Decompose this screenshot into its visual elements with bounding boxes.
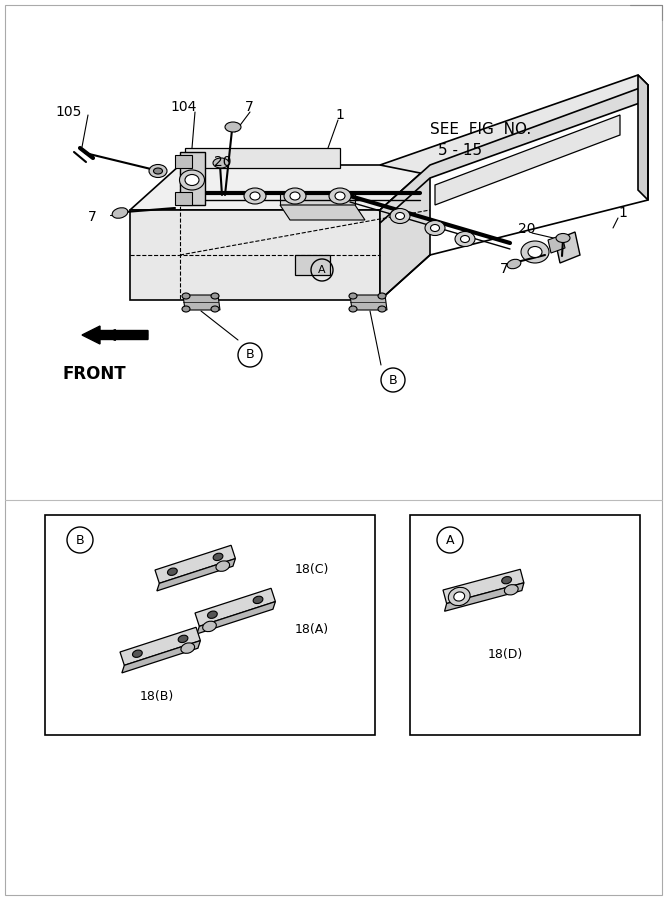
Polygon shape — [180, 152, 205, 205]
Ellipse shape — [211, 293, 219, 299]
Ellipse shape — [502, 577, 512, 584]
Text: 1: 1 — [335, 108, 344, 122]
Polygon shape — [380, 165, 430, 300]
Ellipse shape — [213, 158, 229, 168]
Ellipse shape — [153, 168, 163, 174]
Ellipse shape — [378, 306, 386, 312]
Ellipse shape — [211, 306, 219, 312]
Text: 104: 104 — [170, 100, 196, 114]
Ellipse shape — [149, 165, 167, 177]
Text: 20: 20 — [518, 222, 536, 236]
Ellipse shape — [207, 611, 217, 618]
Ellipse shape — [504, 585, 518, 595]
Polygon shape — [280, 192, 355, 205]
Ellipse shape — [253, 596, 263, 604]
Text: 7: 7 — [500, 262, 509, 276]
Text: 105: 105 — [55, 105, 81, 119]
Polygon shape — [120, 627, 200, 665]
Polygon shape — [197, 601, 275, 634]
Text: A: A — [318, 265, 325, 275]
Polygon shape — [435, 115, 620, 205]
Ellipse shape — [203, 621, 216, 632]
Text: 7: 7 — [245, 100, 253, 114]
Ellipse shape — [455, 231, 475, 247]
Polygon shape — [380, 85, 648, 223]
Ellipse shape — [244, 188, 266, 204]
Ellipse shape — [390, 209, 410, 223]
Polygon shape — [157, 559, 235, 591]
Text: B: B — [75, 534, 84, 546]
Bar — [45, 515, 375, 735]
Ellipse shape — [430, 224, 440, 231]
Ellipse shape — [425, 220, 445, 236]
Ellipse shape — [396, 212, 404, 220]
Polygon shape — [183, 295, 220, 310]
Polygon shape — [555, 232, 580, 263]
Ellipse shape — [456, 589, 465, 596]
Ellipse shape — [216, 561, 229, 572]
Ellipse shape — [182, 306, 190, 312]
Text: 5 - 15: 5 - 15 — [438, 143, 482, 158]
Ellipse shape — [521, 241, 549, 263]
Ellipse shape — [507, 259, 521, 269]
Polygon shape — [175, 192, 192, 205]
Polygon shape — [175, 155, 192, 168]
Polygon shape — [295, 255, 330, 275]
Ellipse shape — [185, 175, 199, 185]
Text: 18(B): 18(B) — [140, 690, 174, 703]
Text: 18(C): 18(C) — [295, 563, 329, 576]
Ellipse shape — [167, 568, 177, 575]
FancyArrow shape — [82, 326, 148, 344]
Polygon shape — [444, 583, 524, 611]
Polygon shape — [130, 210, 380, 300]
Polygon shape — [280, 205, 365, 220]
Bar — [410, 515, 640, 735]
Polygon shape — [380, 75, 648, 175]
Polygon shape — [155, 545, 235, 583]
Ellipse shape — [528, 247, 542, 257]
Ellipse shape — [335, 192, 345, 200]
Text: B: B — [389, 374, 398, 386]
Polygon shape — [443, 570, 524, 604]
Text: 20: 20 — [214, 155, 231, 169]
Ellipse shape — [182, 293, 190, 299]
Ellipse shape — [284, 188, 306, 204]
Polygon shape — [350, 295, 387, 310]
Polygon shape — [638, 75, 648, 200]
Ellipse shape — [133, 650, 142, 657]
Text: SEE  FIG  NO.: SEE FIG NO. — [430, 122, 531, 137]
Ellipse shape — [178, 635, 188, 643]
Ellipse shape — [329, 188, 351, 204]
Text: 18(D): 18(D) — [488, 648, 523, 661]
Text: FRONT: FRONT — [62, 365, 125, 383]
Text: 18(A): 18(A) — [295, 623, 329, 636]
Text: B: B — [245, 348, 254, 362]
Text: A: A — [446, 534, 454, 546]
Ellipse shape — [378, 293, 386, 299]
Ellipse shape — [556, 233, 570, 242]
Ellipse shape — [112, 208, 128, 219]
Polygon shape — [548, 235, 565, 253]
Polygon shape — [122, 641, 200, 673]
Ellipse shape — [349, 306, 357, 312]
Polygon shape — [185, 148, 340, 168]
Ellipse shape — [225, 122, 241, 132]
Ellipse shape — [179, 170, 205, 190]
Text: 7: 7 — [88, 210, 97, 224]
Polygon shape — [195, 589, 275, 626]
Polygon shape — [130, 165, 430, 210]
Ellipse shape — [349, 293, 357, 299]
Ellipse shape — [290, 192, 300, 200]
Ellipse shape — [460, 236, 470, 242]
Ellipse shape — [448, 588, 470, 606]
Text: 1: 1 — [618, 206, 627, 220]
Ellipse shape — [250, 192, 260, 200]
Ellipse shape — [454, 592, 465, 601]
Ellipse shape — [213, 554, 223, 561]
Ellipse shape — [181, 643, 195, 653]
